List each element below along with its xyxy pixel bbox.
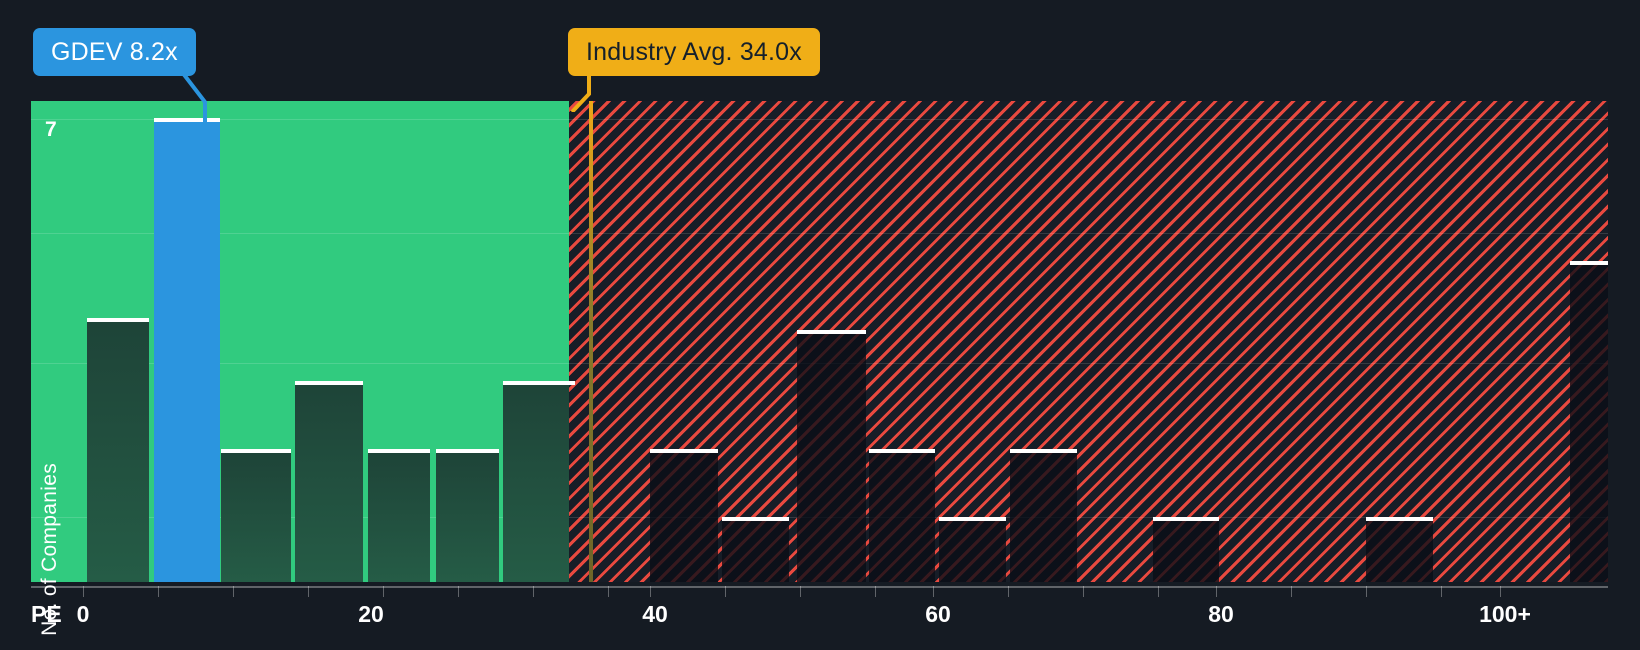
x-axis-tick [533,586,534,597]
x-axis-tick [800,586,801,597]
x-tick-label-40: 40 [642,601,668,627]
bar-20-25[interactable] [368,449,430,582]
x-axis-tick [458,586,459,597]
bar-10-15[interactable] [221,449,291,582]
plot-area [31,101,1608,582]
industry-avg-callout[interactable]: Industry Avg. 34.0x [568,28,820,76]
bar-body [869,453,935,582]
bar-cap [87,318,149,322]
bar-90-95[interactable] [1366,517,1433,582]
x-axis-tick [933,586,934,597]
bar-25-30[interactable] [436,449,499,582]
bar-cap [1366,517,1433,521]
x-axis-tick [1366,586,1367,597]
overvalued-zone [569,101,1608,582]
bar-body [221,453,291,582]
bar-cap [722,517,789,521]
x-axis-tick [308,586,309,597]
bar-cap [295,381,363,385]
bar-body [1366,521,1433,582]
bar-body [722,521,789,582]
x-axis-tick [83,586,84,597]
bar-cap [368,449,430,453]
x-axis-tick [1216,586,1217,597]
bar-body [436,453,499,582]
x-axis-tick [650,586,651,597]
x-axis-line [31,586,1608,588]
x-tick-label-20: 20 [358,601,384,627]
gridline [31,119,569,120]
industry-avg-callout-label: Industry Avg. 34.0x [586,37,802,66]
gridline [569,119,1608,120]
x-axis-tick [875,586,876,597]
x-axis-tick [1083,586,1084,597]
gdev-connector [180,72,207,124]
bar-30-35[interactable] [503,381,575,582]
bar-cap [503,381,575,385]
x-axis-tick [1500,586,1501,597]
bar-50-55[interactable] [797,330,866,582]
bar-body [87,322,149,582]
bar-body [797,334,866,582]
bar-body [295,385,363,582]
bar-cap [436,449,499,453]
industry-average-line-fade [589,101,593,582]
x-axis-tick [1008,586,1009,597]
bar-65-70[interactable] [1010,449,1077,582]
bar-75-80[interactable] [1153,517,1219,582]
gridline [569,363,1608,364]
gridline [31,233,569,234]
industry-average-line [589,101,593,582]
industry-avg-connector [570,72,591,112]
bar-cap [1570,261,1608,265]
gdev-callout[interactable]: GDEV 8.2x [33,28,196,76]
gridline [31,363,569,364]
bar-body [939,521,1006,582]
bar-40-45[interactable] [650,449,718,582]
bar-body [1570,265,1608,582]
bar-body [1010,453,1077,582]
bar-cap [1153,517,1219,521]
bar-body [1153,521,1219,582]
bar-100-plus[interactable] [1570,261,1608,582]
bar-45-50[interactable] [722,517,789,582]
x-tick-label-60: 60 [925,601,951,627]
bar-cap [221,449,291,453]
x-axis-tick [1441,586,1442,597]
bar-body [503,385,569,582]
x-axis-tick [725,586,726,597]
gridline [569,233,1608,234]
bar-0-5[interactable] [87,318,149,582]
x-axis-tick [1158,586,1159,597]
y-axis-max-label: 7 [45,118,57,141]
bar-body [154,122,220,582]
x-tick-label-100: 100+ [1479,601,1531,627]
y-axis-title: No. of Companies [38,463,61,636]
bar-5-10-gdev[interactable] [154,118,220,582]
x-axis-prefix-label: PE [31,601,62,627]
bar-cap [650,449,718,453]
bar-60-65[interactable] [939,517,1006,582]
bar-body [368,453,430,582]
x-tick-label-80: 80 [1208,601,1234,627]
bar-55-60[interactable] [869,449,935,582]
x-axis-tick [233,586,234,597]
bar-cap [1010,449,1077,453]
x-axis-tick [608,586,609,597]
x-tick-label-0: 0 [76,601,90,627]
bar-cap [154,118,220,122]
bar-15-20[interactable] [295,381,363,582]
x-axis-tick [1291,586,1292,597]
x-axis-tick [158,586,159,597]
bar-cap [939,517,1006,521]
bar-body [650,453,718,582]
x-axis-tick [383,586,384,597]
bar-cap [797,330,866,334]
gdev-callout-label: GDEV 8.2x [51,37,178,66]
gridline [569,517,1608,518]
bar-cap [869,449,935,453]
